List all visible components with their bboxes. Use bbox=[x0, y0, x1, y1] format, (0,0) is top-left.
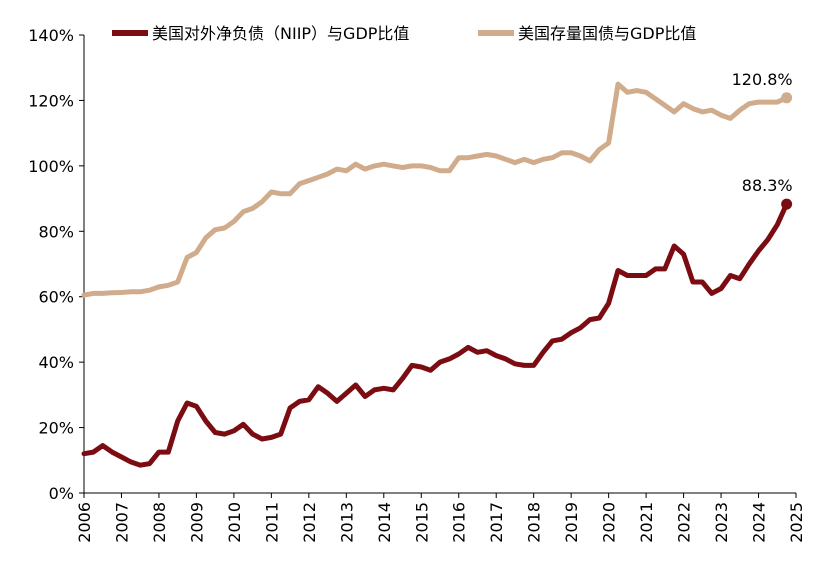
x-tick-label: 2020 bbox=[600, 502, 619, 543]
x-tick-label: 2018 bbox=[525, 502, 544, 543]
x-tick-label: 2016 bbox=[450, 502, 469, 543]
x-tick-label: 2013 bbox=[337, 502, 356, 543]
x-tick-label: 2011 bbox=[262, 502, 281, 543]
y-tick-label: 40% bbox=[38, 353, 74, 372]
x-tick-label: 2009 bbox=[187, 502, 206, 543]
y-tick-label: 20% bbox=[38, 419, 74, 438]
legend-label-niip: 美国对外净负债（NIIP）与GDP比值 bbox=[152, 24, 409, 43]
legend-label-debt: 美国存量国债与GDP比值 bbox=[518, 24, 696, 43]
legend: 美国对外净负债（NIIP）与GDP比值 美国存量国债与GDP比值 bbox=[112, 24, 696, 43]
x-tick-label: 2024 bbox=[750, 502, 769, 543]
axes: 0% 20% 40% 60% 80% 100% 120% 140% 2006 2007 2008 20… bbox=[28, 26, 806, 543]
x-tick-label: 2021 bbox=[637, 502, 656, 543]
x-tick-label: 2025 bbox=[787, 502, 806, 543]
series-line-debt bbox=[81, 81, 790, 298]
end-label-niip: 88.3% bbox=[742, 176, 793, 195]
x-tick-label: 2022 bbox=[675, 502, 694, 543]
x-tick-label: 2006 bbox=[75, 502, 94, 543]
end-point-debt bbox=[781, 92, 793, 104]
y-tick-label: 80% bbox=[38, 222, 74, 241]
end-label-debt: 120.8% bbox=[732, 70, 793, 89]
y-tick-label: 140% bbox=[28, 26, 74, 45]
x-tick-label: 2019 bbox=[562, 502, 581, 543]
end-point-niip bbox=[781, 198, 793, 210]
x-tick-label: 2017 bbox=[487, 502, 506, 543]
series-line-niip bbox=[81, 201, 790, 468]
x-tick-label: 2007 bbox=[112, 502, 131, 543]
y-tick-label: 120% bbox=[28, 91, 74, 110]
x-tick-label: 2023 bbox=[712, 502, 731, 543]
x-tick-label: 2015 bbox=[412, 502, 431, 543]
y-tick-label: 60% bbox=[38, 288, 74, 307]
x-tick-label: 2010 bbox=[225, 502, 244, 543]
y-tick-label: 0% bbox=[49, 484, 74, 503]
x-tick-label: 2014 bbox=[375, 502, 394, 543]
x-tick-label: 2008 bbox=[150, 502, 169, 543]
plot-area: 120.8% 88.3% bbox=[81, 70, 793, 468]
y-tick-label: 100% bbox=[28, 157, 74, 176]
x-tick-label: 2012 bbox=[300, 502, 319, 543]
